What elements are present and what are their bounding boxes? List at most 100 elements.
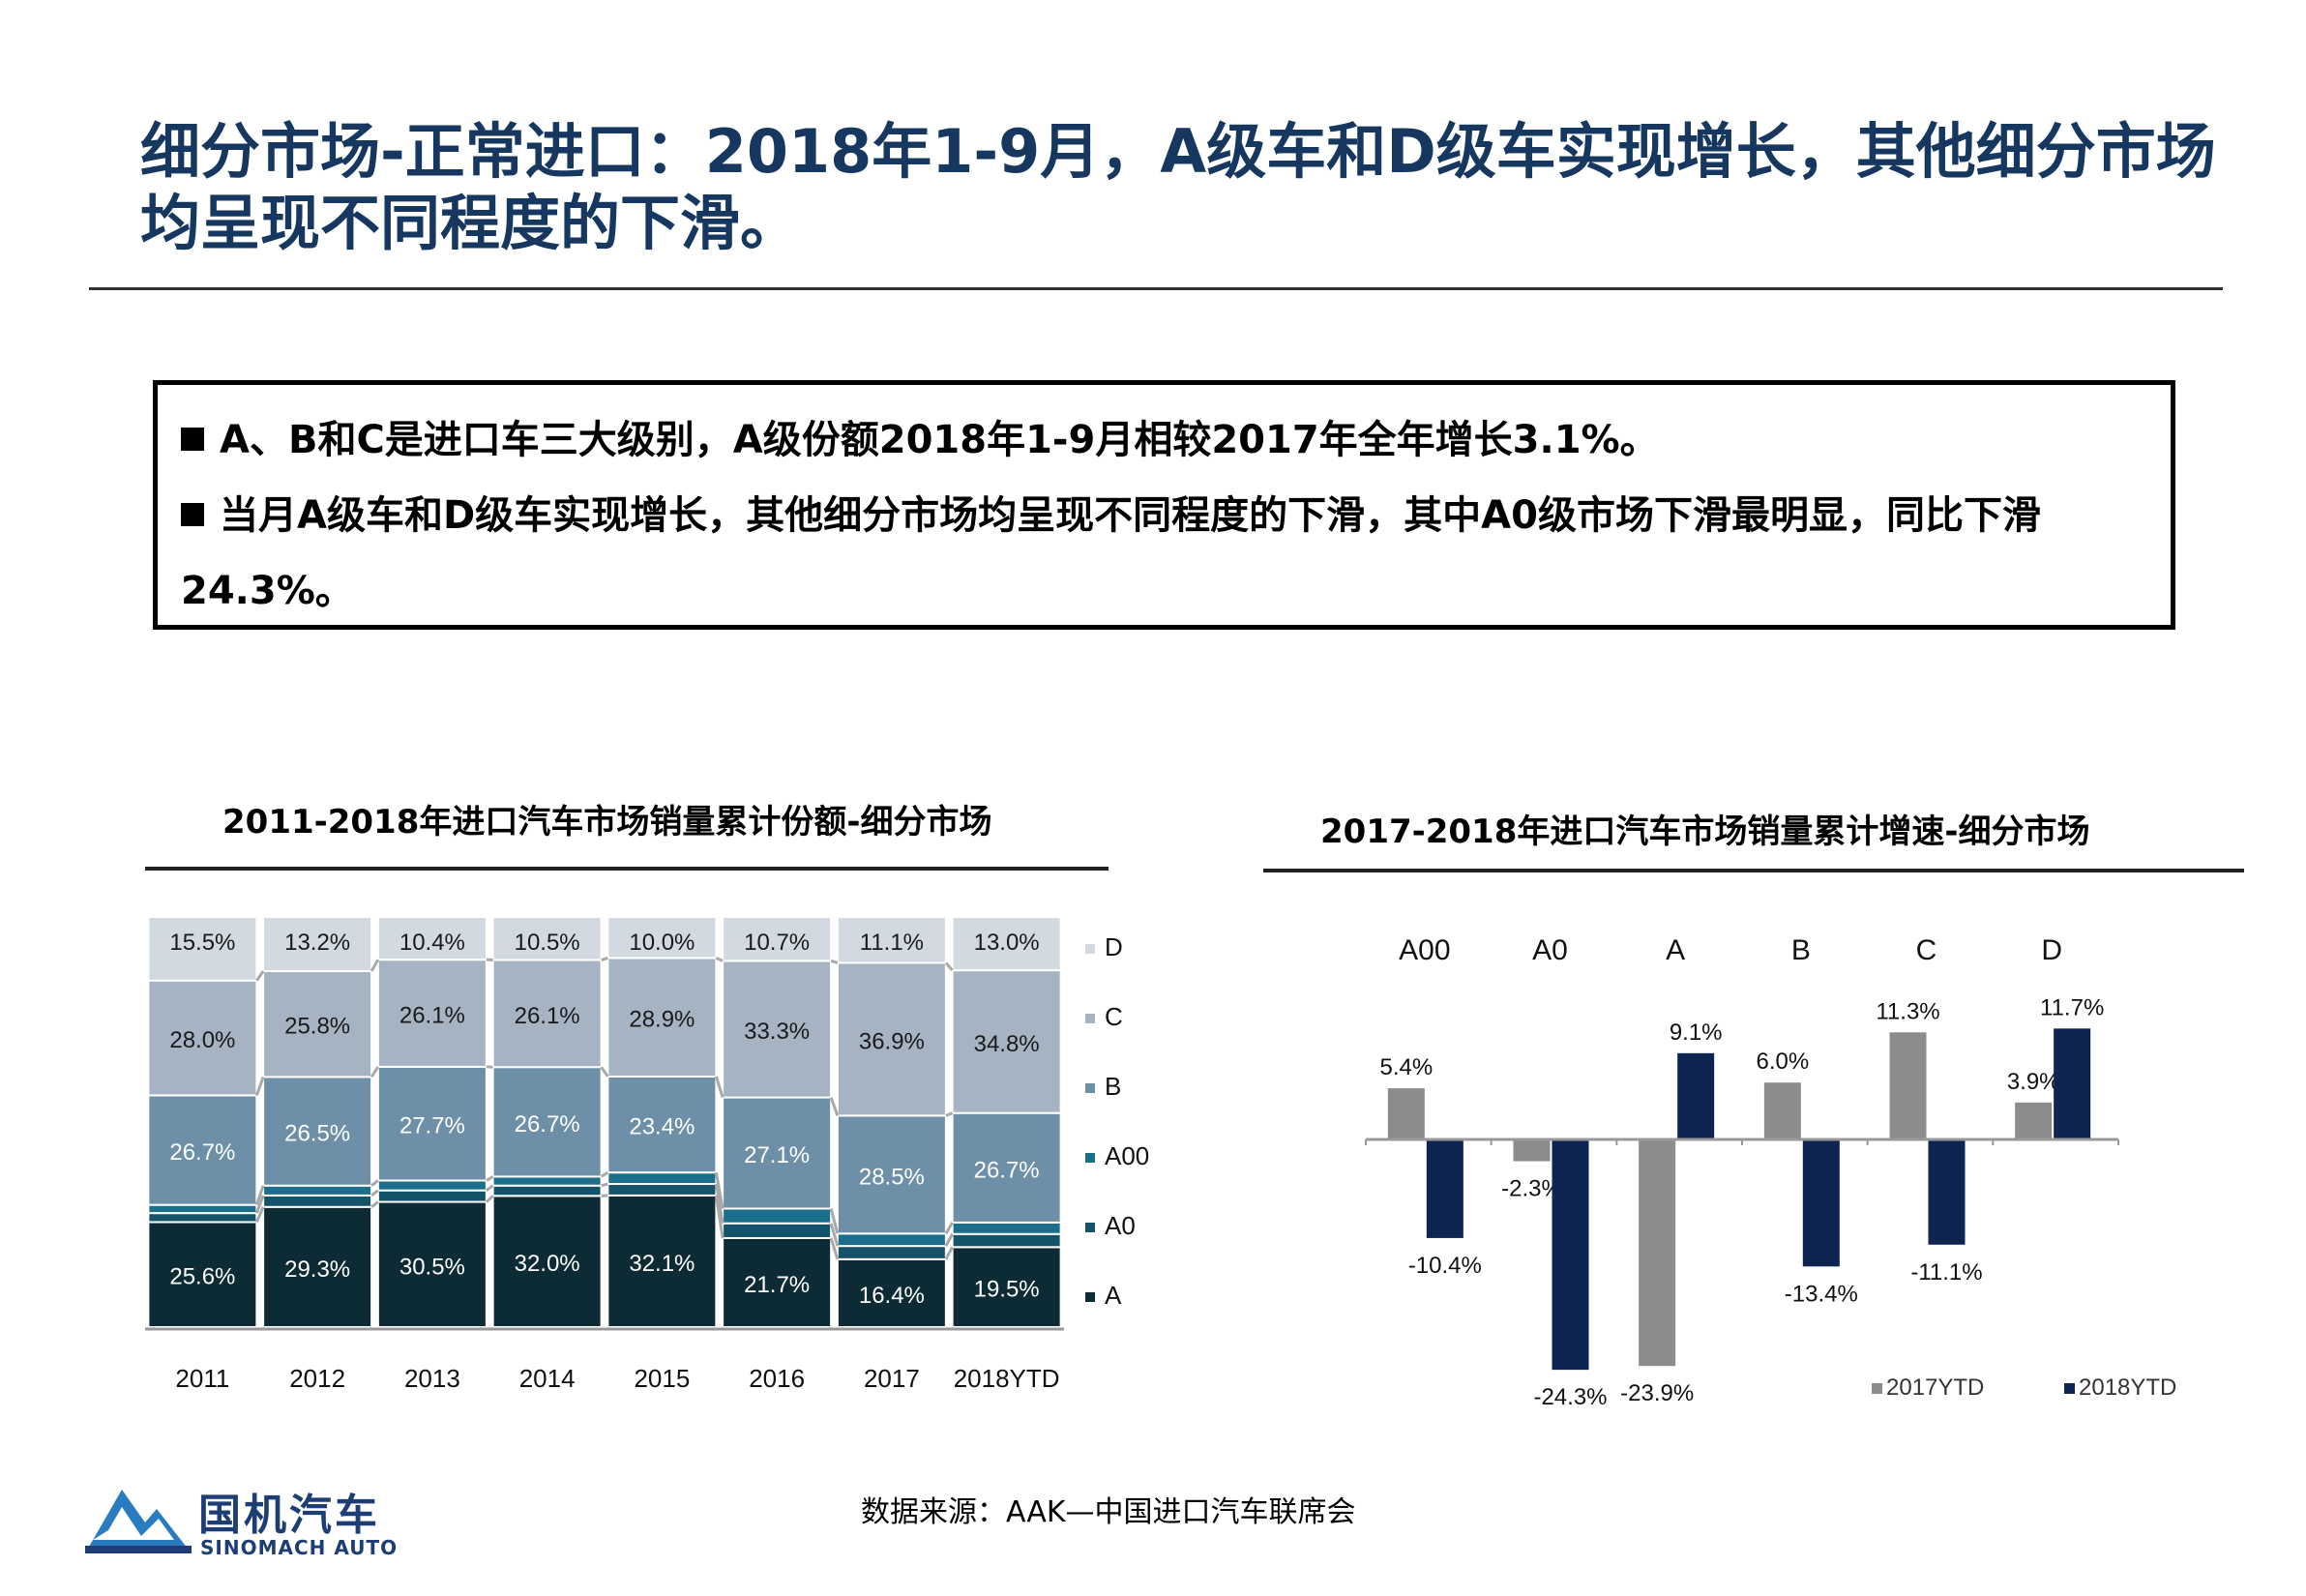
legend-swatch-C — [1085, 1014, 1095, 1023]
data-label-D-2018YTD: 13.0% — [974, 930, 1040, 956]
series-line-C — [370, 959, 380, 972]
category-label-C: C — [1916, 934, 1937, 966]
x-tick-2017: 2017 — [864, 1364, 920, 1393]
x-tick-2012: 2012 — [289, 1364, 345, 1393]
legend-swatch-A00 — [1085, 1153, 1095, 1163]
bar-A0-2011 — [147, 1212, 258, 1224]
series-line-A00 — [600, 1170, 609, 1178]
growth-chart-divider — [1263, 869, 2244, 872]
category-label-D: D — [2041, 934, 2062, 966]
square-bullet-icon — [181, 428, 204, 451]
bar-2018YTD-D — [2054, 1028, 2091, 1139]
bar-D-2013 — [376, 916, 488, 961]
series-line-A — [714, 1195, 724, 1239]
series-line-C — [601, 956, 608, 961]
legend-label-A00: A00 — [1105, 1141, 1149, 1170]
data-label-B-2011: 26.7% — [169, 1139, 235, 1166]
bar-A-2017 — [836, 1257, 947, 1329]
x-tick-2018YTD: 2018YTD — [954, 1364, 1060, 1393]
bar-A0-2014 — [491, 1184, 603, 1197]
bar-C-2018YTD — [951, 969, 1062, 1114]
category-label-A: A — [1666, 934, 1685, 966]
bar-A00-2017 — [836, 1232, 947, 1248]
bar-B-2018YTD — [951, 1111, 1062, 1224]
data-label-A-2017: 16.4% — [859, 1283, 925, 1309]
series-line-A0 — [485, 1184, 494, 1192]
data-label-2017YTD-C: 11.3% — [1876, 998, 1939, 1024]
data-label-D-2013: 10.4% — [399, 930, 465, 956]
data-label-D-2012: 13.2% — [284, 930, 350, 956]
series-line-A — [829, 1237, 840, 1260]
data-label-B-2017: 28.5% — [859, 1164, 925, 1190]
bar-2017YTD-A0 — [1513, 1139, 1551, 1162]
series-line-A0 — [944, 1233, 954, 1247]
data-label-B-2014: 26.7% — [515, 1111, 580, 1138]
bar-C-2012 — [262, 969, 373, 1079]
data-label-2017YTD-A: -23.9% — [1620, 1380, 1694, 1406]
series-line-A — [485, 1195, 494, 1203]
bar-A-2011 — [147, 1221, 258, 1329]
bar-2017YTD-D — [2015, 1102, 2053, 1139]
series-line-B — [370, 1066, 380, 1079]
legend-swatch-B — [1085, 1083, 1095, 1093]
bar-C-2015 — [606, 957, 718, 1078]
series-line-A0 — [714, 1183, 724, 1224]
bar-2017YTD-C — [1889, 1032, 1927, 1139]
series-line-A0 — [601, 1182, 608, 1188]
series-line-C — [944, 961, 954, 972]
data-label-C-2016: 33.3% — [744, 1019, 810, 1045]
legend-label-2017YTD: 2017YTD — [1886, 1374, 1984, 1401]
data-label-B-2018YTD: 26.7% — [974, 1157, 1040, 1183]
data-label-2017YTD-A0: -2.3% — [1501, 1176, 1562, 1202]
data-label-2018YTD-A0: -24.3% — [1533, 1384, 1607, 1410]
series-line-A — [370, 1200, 379, 1208]
legend-swatch-A0 — [1085, 1223, 1095, 1232]
bar-C-2017 — [836, 961, 947, 1117]
bar-A00-2016 — [722, 1207, 833, 1225]
bar-2018YTD-A — [1677, 1052, 1715, 1139]
bar-2018YTD-B — [1802, 1139, 1840, 1267]
bullet-1-text: A、B和C是进口车三大级别，A级份额2018年1-9月相较2017年全年增长3.… — [220, 418, 1659, 462]
x-tick-2011: 2011 — [175, 1364, 229, 1393]
series-line-B — [945, 1111, 954, 1117]
bar-A0-2015 — [606, 1183, 718, 1197]
bar-B-2014 — [491, 1066, 603, 1178]
legend-label-A0: A0 — [1105, 1211, 1136, 1240]
bar-D-2015 — [606, 916, 718, 960]
data-label-C-2014: 26.1% — [515, 1003, 580, 1029]
bar-2018YTD-A0 — [1552, 1139, 1589, 1371]
data-label-A-2014: 32.0% — [515, 1251, 580, 1277]
series-line-B — [829, 1097, 840, 1116]
category-label-A00: A00 — [1399, 934, 1450, 966]
series-line-C — [715, 957, 724, 962]
data-label-C-2013: 26.1% — [399, 1003, 465, 1029]
data-label-D-2017: 11.1% — [860, 930, 924, 956]
bar-D-2016 — [722, 916, 833, 962]
bullet-1: A、B和C是进口车三大级别，A级份额2018年1-9月相较2017年全年增长3.… — [181, 402, 2147, 478]
bar-A00-2011 — [147, 1203, 258, 1215]
data-label-B-2016: 27.1% — [744, 1142, 810, 1168]
bar-A-2015 — [606, 1194, 718, 1328]
data-label-2017YTD-A00: 5.4% — [1379, 1054, 1433, 1080]
data-label-A-2013: 30.5% — [399, 1254, 465, 1280]
bullet-2-text: 当月A级车和D级车实现增长，其他细分市场均呈现不同程度的下滑，其中A0级市场下滑… — [181, 493, 2041, 613]
bar-B-2015 — [606, 1075, 718, 1174]
page-title: 细分市场-正常进口：2018年1-9月，A级车和D级车实现增长，其他细分市场均呈… — [140, 116, 2216, 258]
category-label-A0: A0 — [1532, 934, 1568, 966]
bar-B-2012 — [262, 1076, 373, 1187]
series-line-A00 — [370, 1179, 379, 1187]
bar-2017YTD-A — [1639, 1139, 1676, 1367]
bar-A-2012 — [262, 1205, 373, 1328]
data-label-C-2015: 28.9% — [629, 1007, 695, 1033]
data-label-C-2017: 36.9% — [859, 1028, 925, 1054]
bullet-2: 当月A级车和D级车实现增长，其他细分市场均呈现不同程度的下滑，其中A0级市场下滑… — [181, 478, 2147, 629]
bar-2018YTD-A00 — [1426, 1139, 1463, 1238]
bar-2017YTD-A00 — [1387, 1088, 1425, 1139]
bar-B-2013 — [376, 1065, 488, 1182]
bar-D-2017 — [836, 916, 947, 964]
x-tick-2015: 2015 — [634, 1364, 690, 1393]
series-line-A00 — [829, 1208, 840, 1234]
bar-D-2018YTD — [951, 916, 1062, 972]
x-tick-2013: 2013 — [404, 1364, 460, 1393]
bar-A-2014 — [491, 1195, 603, 1328]
